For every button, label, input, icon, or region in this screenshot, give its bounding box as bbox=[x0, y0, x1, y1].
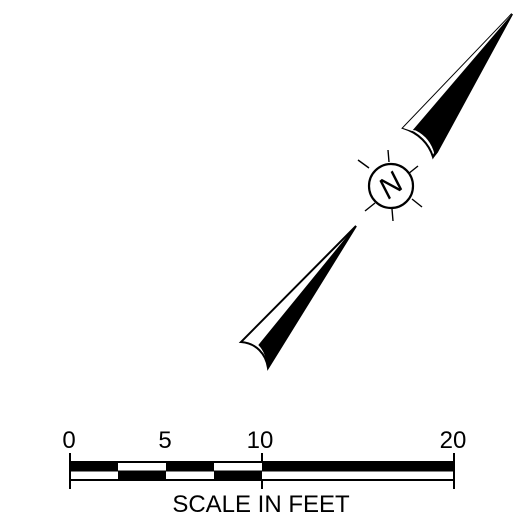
compass-rose: N bbox=[357, 149, 423, 222]
scale-segment-2-bottom bbox=[118, 471, 166, 480]
scale-bar: 0 5 10 20 SCALE IN FEET bbox=[62, 427, 466, 518]
scale-segment-5-top bbox=[262, 462, 454, 471]
scale-segment-1-top bbox=[70, 462, 118, 471]
north-arrow-upper-blade bbox=[401, 13, 513, 160]
scale-caption: SCALE IN FEET bbox=[172, 491, 350, 518]
north-arrow-lower-blade bbox=[238, 225, 357, 371]
scale-segment-3-top bbox=[166, 462, 214, 471]
scale-tick-label-20: 20 bbox=[440, 427, 467, 454]
scale-tick-label-5: 5 bbox=[158, 427, 171, 454]
scale-tick-label-0: 0 bbox=[62, 427, 75, 454]
scale-tick-label-10: 10 bbox=[247, 427, 274, 454]
north-arrow-icon: N bbox=[238, 13, 513, 371]
scale-segment-4-bottom bbox=[214, 471, 262, 480]
